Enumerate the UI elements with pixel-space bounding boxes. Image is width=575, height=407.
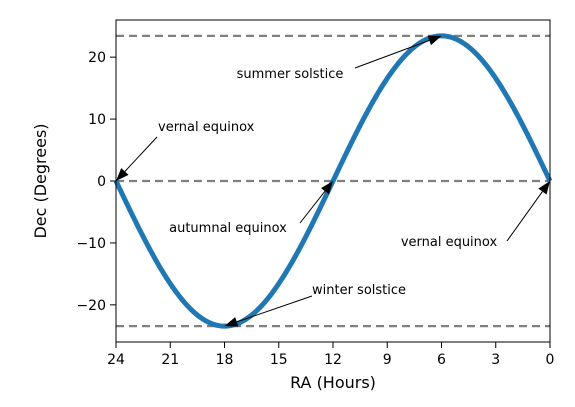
annotation-arrow-line bbox=[354, 39, 430, 69]
annotation-arrow-head bbox=[116, 168, 129, 181]
y-tick-label: 10 bbox=[88, 112, 106, 128]
y-axis-title: Dec (Degrees) bbox=[31, 123, 50, 238]
annotation-label: vernal equinox bbox=[401, 235, 498, 250]
x-tick-label: 18 bbox=[216, 352, 234, 368]
y-tick-label: −10 bbox=[76, 236, 106, 252]
x-axis-title: RA (Hours) bbox=[290, 373, 376, 392]
x-tick-label: 9 bbox=[383, 352, 392, 368]
y-tick-label: 20 bbox=[88, 50, 106, 66]
x-tick-label: 12 bbox=[324, 352, 342, 368]
x-tick-label: 3 bbox=[491, 352, 500, 368]
annotation-label: autumnal equinox bbox=[169, 221, 287, 236]
x-tick-label: 15 bbox=[270, 352, 288, 368]
annotation-arrow-line bbox=[299, 190, 326, 224]
x-tick-label: 24 bbox=[107, 352, 125, 368]
annotation-arrow-line bbox=[236, 295, 313, 323]
annotation-arrow-line bbox=[506, 191, 543, 242]
annotation-arrow-line bbox=[124, 136, 158, 172]
annotation-arrow-head bbox=[538, 181, 550, 195]
x-tick-label: 6 bbox=[437, 352, 446, 368]
annotation-arrow-head bbox=[224, 317, 239, 327]
x-tick-label: 21 bbox=[161, 352, 179, 368]
annotation-label: winter solstice bbox=[312, 283, 406, 298]
annotation-arrow-head bbox=[321, 181, 333, 195]
y-tick-label: −20 bbox=[76, 298, 106, 314]
y-tick-label: 0 bbox=[97, 174, 106, 190]
annotation-arrow-head bbox=[427, 35, 442, 46]
annotation-label: vernal equinox bbox=[158, 120, 255, 135]
annotation-label: summer solstice bbox=[237, 67, 344, 82]
x-tick-label: 0 bbox=[546, 352, 555, 368]
